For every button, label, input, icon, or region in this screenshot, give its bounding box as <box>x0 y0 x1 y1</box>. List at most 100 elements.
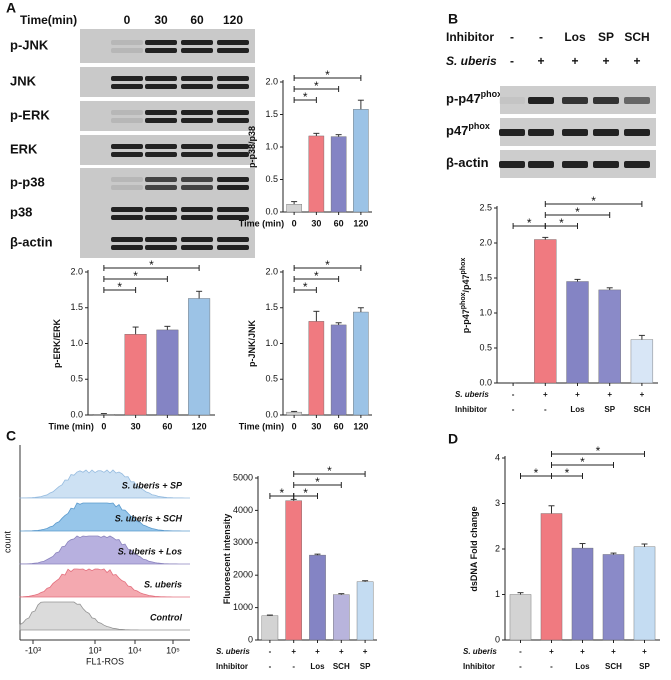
blot-band <box>111 185 143 190</box>
bar <box>630 339 654 384</box>
blot-band <box>145 76 177 81</box>
y-tick-label: 1 <box>495 589 500 599</box>
x-tick-label: 30 <box>131 421 141 431</box>
y-axis-label: p-p38/p38 <box>247 126 257 168</box>
y-axis-label: dsDNA Fold change <box>469 506 479 591</box>
blot-band <box>145 152 177 157</box>
significance: * <box>325 258 330 272</box>
blot-band <box>145 215 177 220</box>
blot-band <box>593 129 619 136</box>
condition-label: + <box>580 647 585 656</box>
bar <box>598 289 621 384</box>
blot-band <box>181 110 213 115</box>
panel-label: C <box>6 428 16 444</box>
condition-label: - <box>292 662 295 671</box>
blot-row-label: JNK <box>10 73 37 88</box>
x-tick-label: 30 <box>311 421 321 431</box>
lane-label: - <box>539 30 543 44</box>
y-tick-label: 0 <box>248 634 253 644</box>
y-tick-label: 1.0 <box>265 141 278 151</box>
blot-band <box>181 215 213 220</box>
y-tick-label: 2 <box>495 543 500 553</box>
blot-band <box>624 161 650 168</box>
condition-label: SP <box>639 662 650 671</box>
blot-band <box>181 48 213 53</box>
x-tick-label: 0 <box>292 218 297 228</box>
blot-band <box>145 84 177 89</box>
blot-row-label: p-p47phox <box>446 89 502 106</box>
blot-row-label-sup: phox <box>481 89 503 99</box>
bar <box>92 414 115 416</box>
blot-band <box>499 97 525 104</box>
blot-band <box>145 245 177 250</box>
significance: * <box>565 466 570 480</box>
blot-header: Inhibitor <box>446 30 494 44</box>
blot-band <box>181 177 213 182</box>
y-tick-label: 2.0 <box>479 237 492 247</box>
y-tick-label: 1.0 <box>70 338 83 348</box>
x-tick-label: 10³ <box>88 645 101 655</box>
blot-band <box>181 118 213 123</box>
blot-band <box>217 245 249 250</box>
histogram <box>19 601 190 631</box>
y-axis-label-part: p-p38/p38 <box>247 126 257 168</box>
significance: * <box>575 205 580 219</box>
y-tick-label: 0.5 <box>70 374 83 384</box>
blot-band <box>593 161 619 168</box>
x-tick-label: 10⁴ <box>128 645 142 655</box>
y-tick-label: 1.0 <box>265 338 278 348</box>
blot-band <box>562 129 588 136</box>
blot-band <box>217 237 249 242</box>
y-axis-label-part: p-ERK/ERK <box>52 319 62 368</box>
panel-label: A <box>6 0 16 16</box>
blot-band <box>217 152 249 157</box>
significance: * <box>580 455 585 469</box>
y-tick-label: 1000 <box>233 602 253 612</box>
condition-label: + <box>607 390 612 399</box>
lane-label: Los <box>564 30 586 44</box>
significance: * <box>133 269 138 283</box>
y-tick-label: 1.5 <box>70 302 83 312</box>
y-axis-label: p-p47phox/p47phox <box>460 258 472 334</box>
lane-label: - <box>510 54 514 68</box>
y-tick-label: 0.0 <box>70 409 83 419</box>
sample-label: S. uberis + SP <box>122 480 183 490</box>
blot-band <box>217 215 249 220</box>
histogram <box>19 502 191 532</box>
blot-band <box>217 110 249 115</box>
lane-label: 0 <box>124 13 131 27</box>
blot-row-label-sup: phox <box>468 121 490 131</box>
condition-label: Los <box>570 405 585 414</box>
significance: * <box>314 79 319 93</box>
y-tick-label: 1.0 <box>479 307 492 317</box>
condition-label: - <box>269 647 272 656</box>
x-axis-label: Time (min) <box>239 421 284 431</box>
condition-label: SCH <box>605 662 622 671</box>
bar <box>356 581 374 641</box>
condition-label: - <box>550 662 553 671</box>
blot-band <box>111 207 143 212</box>
lane-label: + <box>537 54 544 68</box>
blot-row-label-text: p47 <box>446 123 468 138</box>
significance: * <box>117 280 122 294</box>
bar <box>534 239 557 384</box>
bar <box>333 594 350 641</box>
bar <box>285 500 302 641</box>
lane-label: 30 <box>154 13 168 27</box>
condition-label: - <box>519 662 522 671</box>
y-axis-label-part: phox <box>460 292 467 309</box>
histogram <box>19 535 191 565</box>
blot-band <box>111 245 143 250</box>
blot-band <box>217 207 249 212</box>
blot-band <box>217 48 249 53</box>
blot-band <box>111 110 143 115</box>
sample-label: S. uberis + Los <box>118 546 182 556</box>
blot-band <box>217 118 249 123</box>
blot-band <box>181 152 213 157</box>
y-axis-label-part: Fluorescent intensity <box>222 514 232 605</box>
blot-band <box>181 185 213 190</box>
blot-row-label-text: p-p47 <box>446 91 481 106</box>
blot-band <box>181 40 213 45</box>
y-tick-label: 2.0 <box>265 266 278 276</box>
y-tick-label: 4 <box>495 452 500 462</box>
